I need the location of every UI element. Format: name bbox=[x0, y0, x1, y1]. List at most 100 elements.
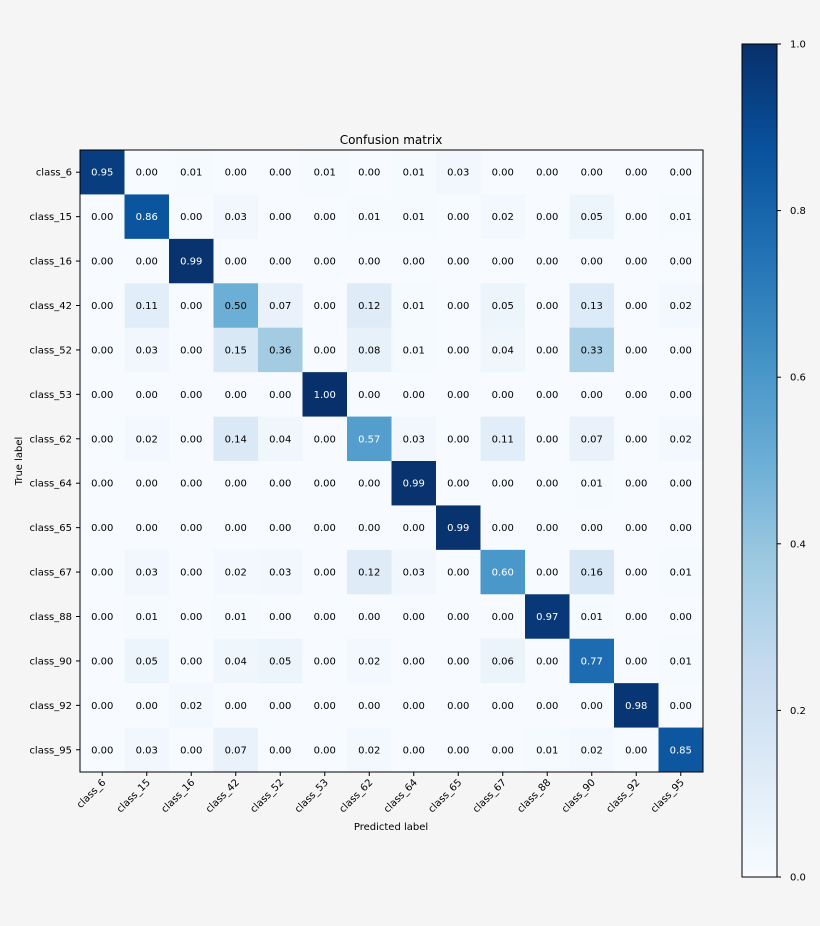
heatmap-cell bbox=[569, 594, 615, 640]
heatmap-cell bbox=[525, 372, 570, 418]
heatmap-cell bbox=[124, 683, 170, 729]
cell-value-label: 0.00 bbox=[136, 168, 158, 179]
heatmap-cell bbox=[525, 461, 570, 506]
heatmap-cell bbox=[436, 327, 481, 373]
heatmap-cell bbox=[347, 461, 392, 506]
cell-value-label: 0.00 bbox=[91, 656, 113, 667]
heatmap-cell bbox=[124, 727, 170, 773]
y-tick-labels: class_6 class_15 class_16 class_42 class_52c… bbox=[29, 168, 80, 756]
heatmap-cell bbox=[436, 549, 481, 595]
cell-value-label: 0.05 bbox=[492, 301, 514, 312]
heatmap-cell bbox=[258, 594, 303, 640]
colorbar-ticks: 0.0 0.2 0.4 0.6 0.8 1.0 bbox=[777, 40, 806, 884]
heatmap-cell bbox=[347, 327, 392, 373]
heatmap-cell bbox=[569, 416, 615, 462]
cell-value-label: 0.00 bbox=[269, 479, 291, 490]
cell-value-label: 0.02 bbox=[225, 568, 247, 579]
colorbar-tick-label: 0.2 bbox=[790, 706, 806, 717]
heatmap-cell bbox=[169, 683, 214, 729]
heatmap-cell bbox=[213, 461, 259, 506]
x-tick-label: class_15 bbox=[115, 777, 153, 815]
heatmap-cell bbox=[569, 238, 615, 284]
heatmap-cell bbox=[480, 461, 526, 506]
heatmap-cell bbox=[213, 549, 259, 595]
cell-value-label: 0.02 bbox=[136, 434, 158, 445]
y-tick-label: class_15 bbox=[29, 212, 72, 223]
cell-value-label: 0.00 bbox=[625, 434, 647, 445]
cell-value-label: 0.00 bbox=[625, 301, 647, 312]
heatmap-cell bbox=[258, 461, 303, 506]
heatmap-cell bbox=[124, 638, 170, 684]
heatmap-cell bbox=[391, 594, 437, 640]
cell-value-label: 0.00 bbox=[314, 212, 336, 223]
heatmap-cell bbox=[569, 283, 615, 329]
cell-value-label: 0.00 bbox=[269, 257, 291, 268]
heatmap-cell bbox=[614, 638, 659, 684]
cell-value-label: 0.03 bbox=[136, 568, 158, 579]
colorbar-gradient bbox=[741, 43, 778, 878]
heatmap-cell bbox=[614, 594, 659, 640]
heatmap-cell bbox=[391, 283, 437, 329]
cell-value-label: 0.00 bbox=[136, 479, 158, 490]
heatmap-cell bbox=[614, 727, 659, 773]
cell-value-label: 0.00 bbox=[447, 701, 469, 712]
heatmap-cell bbox=[658, 238, 704, 284]
y-tick-label: class_6 bbox=[36, 168, 72, 179]
cell-value-label: 0.00 bbox=[625, 745, 647, 756]
cell-value-label: 0.00 bbox=[670, 390, 692, 401]
heatmap-cell bbox=[169, 150, 214, 195]
heatmap-cell bbox=[213, 416, 259, 462]
heatmap-cell bbox=[124, 372, 170, 418]
cell-value-label: 0.00 bbox=[136, 523, 158, 534]
cell-value-label: 0.00 bbox=[91, 523, 113, 534]
cell-value-label: 0.00 bbox=[536, 168, 558, 179]
heatmap-cells bbox=[80, 150, 704, 773]
heatmap-cell bbox=[658, 505, 704, 551]
heatmap-cell bbox=[436, 150, 481, 195]
y-tick-label: class_67 bbox=[29, 568, 72, 579]
cell-value-label: 0.00 bbox=[180, 434, 202, 445]
cell-value-label: 0.00 bbox=[536, 390, 558, 401]
heatmap-cell bbox=[213, 594, 259, 640]
heatmap-cell bbox=[525, 327, 570, 373]
y-tick-label: class_53 bbox=[29, 390, 72, 401]
cell-value-label: 0.02 bbox=[492, 212, 514, 223]
cell-value-label: 0.00 bbox=[581, 168, 603, 179]
heatmap-cell bbox=[391, 238, 437, 284]
cell-value-label: 0.00 bbox=[180, 523, 202, 534]
y-tick-label: class_88 bbox=[29, 612, 72, 623]
heatmap-cell bbox=[525, 683, 570, 729]
heatmap-cell bbox=[614, 238, 659, 284]
heatmap-cell bbox=[80, 283, 125, 329]
cell-value-label: 0.00 bbox=[536, 523, 558, 534]
cell-value-label: 0.00 bbox=[269, 612, 291, 623]
cell-value-label: 0.03 bbox=[403, 434, 425, 445]
cell-value-label: 0.00 bbox=[670, 612, 692, 623]
cell-value-label: 0.00 bbox=[403, 612, 425, 623]
cell-value-label: 0.00 bbox=[536, 301, 558, 312]
cell-value-label: 0.00 bbox=[447, 568, 469, 579]
heatmap-cell bbox=[658, 683, 704, 729]
heatmap-cell bbox=[213, 372, 259, 418]
cell-value-label: 0.00 bbox=[358, 257, 380, 268]
cell-value-label: 0.01 bbox=[403, 212, 425, 223]
heatmap-cell bbox=[124, 549, 170, 595]
heatmap-cell bbox=[169, 638, 214, 684]
heatmap-cell bbox=[169, 283, 214, 329]
cell-value-label: 0.05 bbox=[269, 656, 291, 667]
heatmap-cell bbox=[124, 283, 170, 329]
heatmap-cell bbox=[80, 150, 125, 195]
heatmap-cell bbox=[213, 283, 259, 329]
heatmap-cell bbox=[124, 594, 170, 640]
cell-value-label: 0.03 bbox=[403, 568, 425, 579]
heatmap-cell bbox=[213, 194, 259, 240]
heatmap-cell bbox=[80, 372, 125, 418]
heatmap-cell bbox=[658, 150, 704, 195]
cell-value-label: 0.95 bbox=[91, 168, 113, 179]
heatmap-cell bbox=[569, 372, 615, 418]
heatmap-cell bbox=[258, 505, 303, 551]
cell-value-label: 0.00 bbox=[581, 390, 603, 401]
x-tick-label: class_6 bbox=[75, 777, 108, 810]
